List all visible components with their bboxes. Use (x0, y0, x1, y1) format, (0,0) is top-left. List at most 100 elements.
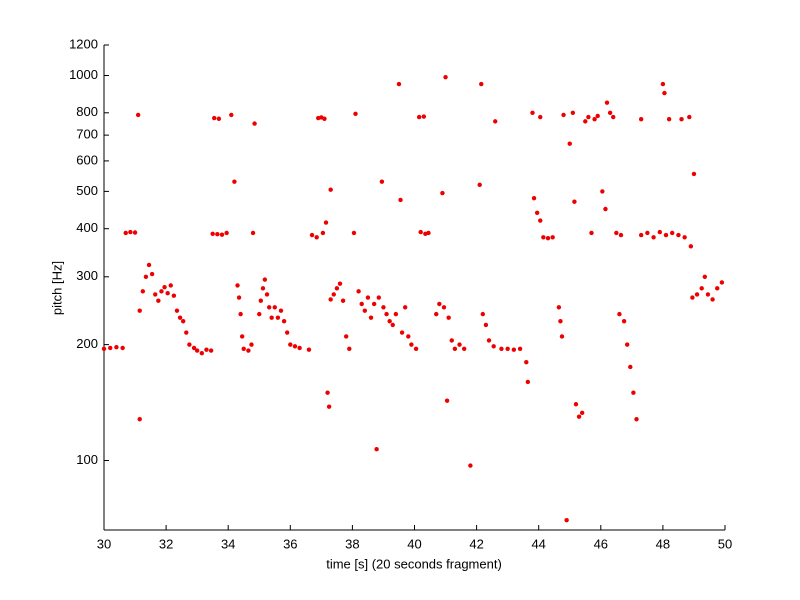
data-point (309, 232, 315, 238)
data-point (688, 244, 694, 249)
data-point (120, 345, 125, 351)
data-point (525, 379, 531, 385)
data-point (162, 284, 167, 290)
data-point (592, 116, 597, 122)
data-point (314, 235, 319, 240)
data-point (687, 114, 692, 120)
data-point (621, 319, 627, 324)
data-point (611, 114, 616, 120)
data-point (499, 346, 504, 352)
data-point (426, 230, 431, 236)
data-point (208, 348, 214, 353)
x-tick-label: 30 (97, 536, 111, 551)
data-point (194, 348, 200, 353)
data-point (413, 346, 419, 352)
data-point (135, 112, 141, 118)
data-point (368, 315, 374, 320)
data-point (235, 283, 240, 288)
data-point (534, 210, 540, 215)
data-point (570, 110, 576, 116)
data-point (284, 330, 290, 335)
data-point (390, 322, 395, 328)
data-point (691, 171, 697, 177)
data-point (617, 311, 622, 317)
data-point (384, 311, 389, 317)
data-point (374, 447, 379, 452)
data-point (505, 346, 510, 352)
x-tick-label: 32 (159, 536, 173, 551)
data-point (517, 346, 523, 352)
x-tick-label: 44 (531, 536, 545, 551)
data-point (232, 179, 237, 184)
x-tick-label: 42 (469, 536, 483, 551)
data-point (645, 230, 650, 236)
data-point (229, 112, 234, 118)
data-point (387, 319, 392, 324)
data-point (491, 344, 496, 349)
x-tick-label: 38 (345, 536, 359, 551)
data-point (468, 463, 473, 468)
data-point (396, 81, 402, 87)
data-point (146, 262, 152, 268)
data-point (165, 290, 170, 296)
data-point (281, 319, 287, 324)
x-tick-label: 40 (407, 536, 421, 551)
data-point (326, 404, 332, 409)
data-point (561, 112, 566, 118)
data-point (618, 232, 624, 238)
data-point (666, 116, 672, 122)
data-point (393, 311, 399, 317)
data-point (477, 182, 482, 188)
data-point (461, 346, 467, 352)
data-point (216, 116, 222, 121)
data-point (600, 189, 605, 194)
data-point (239, 334, 245, 339)
data-point (567, 141, 572, 146)
data-point (371, 301, 377, 307)
data-point (583, 119, 588, 124)
data-point (359, 301, 364, 307)
data-point (483, 322, 489, 328)
data-point (337, 281, 343, 286)
data-point (676, 232, 681, 238)
data-point (579, 410, 585, 416)
x-axis-label: time [s] (20 seconds fragment) (326, 556, 502, 571)
data-point (257, 311, 262, 317)
data-point (457, 342, 462, 347)
x-tick-label: 36 (283, 536, 297, 551)
data-point (657, 229, 662, 235)
data-point (114, 344, 119, 350)
data-point (416, 114, 422, 120)
data-point (538, 218, 543, 223)
data-point (446, 315, 451, 320)
y-axis-label: pitch [Hz] (49, 261, 64, 315)
data-point (322, 116, 327, 121)
data-point (524, 360, 529, 365)
data-point (550, 235, 555, 240)
data-point (132, 230, 138, 235)
data-point (638, 232, 644, 238)
data-point (272, 305, 277, 310)
data-point (604, 100, 610, 105)
data-point (362, 308, 368, 313)
data-point (434, 311, 439, 317)
data-point (452, 346, 458, 352)
data-point (694, 292, 700, 297)
data-point (191, 345, 197, 351)
data-point (137, 417, 142, 422)
data-point (541, 235, 546, 240)
data-point (236, 295, 242, 300)
x-tick-label: 50 (718, 536, 732, 551)
data-point (538, 114, 543, 120)
data-point (269, 315, 274, 320)
data-point (702, 274, 708, 280)
x-tick-label: 34 (221, 536, 235, 551)
y-tick-label: 100 (76, 452, 98, 467)
data-point (682, 235, 687, 240)
data-point (101, 346, 107, 352)
data-point (249, 342, 254, 347)
data-point (215, 232, 220, 237)
data-point (323, 220, 329, 225)
